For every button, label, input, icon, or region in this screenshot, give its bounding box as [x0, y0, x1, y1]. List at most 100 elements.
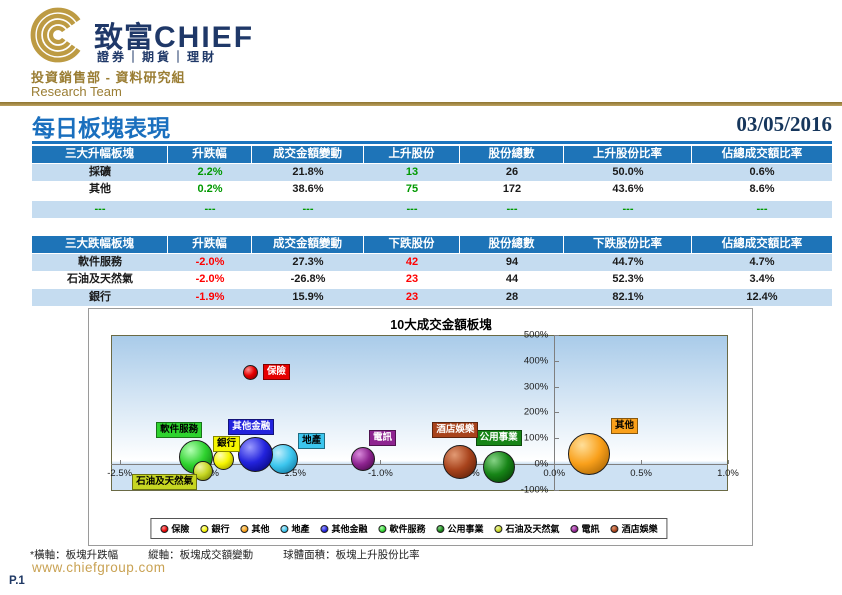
table-cell: 38.6%: [292, 183, 324, 195]
legend-label: 軟件服務: [389, 524, 426, 534]
page-number: P.1: [9, 575, 25, 587]
legend-dot-icon: [320, 524, 329, 533]
table-cell: 82.1%: [612, 291, 644, 303]
table-cell: ---: [506, 203, 518, 215]
table-header-cell: 股份總數: [460, 146, 564, 163]
table-row: 採礦 2.2% 21.8% 13 26 50.0% 0.6%: [32, 164, 832, 181]
legend-label: 地產: [291, 524, 310, 534]
chart-footnote: *橫軸：板塊升跌幅 縱軸：板塊成交額變動 球體面積：板塊上升股份比率: [30, 547, 420, 562]
legend-dot-icon: [240, 524, 249, 533]
table-cell: 27.3%: [292, 256, 324, 268]
legend-dot-icon: [280, 524, 289, 533]
table-header-cell: 上升股份: [364, 146, 460, 163]
table-cell: 172: [502, 183, 522, 195]
legend-item-software-services: 軟件服務: [378, 522, 426, 535]
table-cell: 43.6%: [612, 183, 644, 195]
legend-dot-icon: [378, 524, 387, 533]
table-cell: -2.0%: [195, 256, 225, 268]
table-cell: 26: [505, 166, 519, 178]
blue-divider: [32, 141, 832, 144]
legend-label: 電訊: [581, 524, 600, 534]
table-cell: 44.7%: [612, 256, 644, 268]
footnote-part: 球體面積：板塊上升股份比率: [283, 549, 420, 561]
website-url: www.chiefgroup.com: [32, 560, 166, 575]
table-header-cell: 升跌幅: [168, 236, 252, 253]
table-header-cell: 下跌股份: [364, 236, 460, 253]
chief-logo-icon: [28, 5, 88, 65]
table-cell: 75: [405, 183, 419, 195]
table-cell: 44: [505, 273, 519, 285]
legend-item-hotels-entertainment: 酒店娛樂: [610, 522, 658, 535]
table-cell: 4.7%: [749, 256, 775, 268]
table-cell: ---: [94, 203, 106, 215]
table-cell: 13: [405, 166, 419, 178]
table-cell: 52.3%: [612, 273, 644, 285]
table-cell: 0.6%: [749, 166, 775, 178]
table-cell: 石油及天然氣: [67, 273, 133, 285]
x-axis-tick: [728, 459, 729, 464]
table-header-cell: 三大升幅板塊: [32, 146, 168, 163]
table-header-cell: 上升股份比率: [564, 146, 692, 163]
table-row: 石油及天然氣 -2.0% -26.8% 23 44 52.3% 3.4%: [32, 271, 832, 288]
department-line: 投資銷售部 - 資料研究組: [31, 70, 186, 85]
legend-item-other-financials: 其他金融: [320, 522, 368, 535]
legend-dot-icon: [200, 524, 209, 533]
table-cell: ---: [756, 203, 768, 215]
brand-name: 致富 CHIEF: [94, 14, 254, 56]
legend-label: 石油及天然氣: [505, 524, 560, 534]
table-cell: 23: [405, 273, 419, 285]
legend-label: 銀行: [211, 524, 230, 534]
table-header-cell: 下跌股份比率: [564, 236, 692, 253]
gainers-table: 三大升幅板塊 升跌幅 成交金額變動 上升股份 股份總數 上升股份比率 佔總成交額比率採礦 2.…: [32, 146, 832, 218]
table-cell: ---: [302, 203, 314, 215]
table-cell: 採礦: [89, 166, 111, 178]
table-header-cell: 成交金額變動: [252, 146, 364, 163]
brand-subtitle: 證券｜期貨｜理財: [97, 50, 218, 64]
brand-english: CHIEF: [154, 21, 255, 54]
legend-dot-icon: [494, 524, 503, 533]
table-header-cell: 股份總數: [460, 236, 564, 253]
table-cell: 軟件服務: [78, 256, 122, 268]
table-cell: 21.8%: [292, 166, 324, 178]
table-cell: -2.0%: [195, 273, 225, 285]
table-cell: 50.0%: [612, 166, 644, 178]
legend-item-banks: 銀行: [200, 522, 229, 535]
table-cell: 23: [405, 291, 419, 303]
table-cell: ---: [406, 203, 418, 215]
brand-chinese: 致富: [94, 22, 155, 54]
legend-item-insurance: 保險: [160, 522, 189, 535]
table-cell: 3.4%: [749, 273, 775, 285]
table-cell: 15.9%: [292, 291, 324, 303]
bubble-chart: 10大成交金額板塊 500% 400% 300% 200% 100% 0% -100% -2.…: [88, 308, 753, 546]
table-cell: -1.9%: [195, 291, 225, 303]
table-cell: 0.2%: [197, 183, 223, 195]
legend-label: 其他: [251, 524, 270, 534]
legend-label: 保險: [171, 524, 190, 534]
legend-dot-icon: [610, 524, 619, 533]
footnote-part: 縱軸：板塊成交額變動: [148, 549, 254, 561]
table-header-cell: 三大跌幅板塊: [32, 236, 168, 253]
table-row: --- --- --- --- --- --- ---: [32, 201, 832, 218]
table-cell: 其他: [89, 183, 111, 195]
legend-dot-icon: [570, 524, 579, 533]
legend-label: 酒店娛樂: [621, 524, 658, 534]
research-team-line: Research Team: [31, 84, 122, 99]
table-cell: -26.8%: [290, 273, 326, 285]
table-header-row: 三大升幅板塊 升跌幅 成交金額變動 上升股份 股份總數 上升股份比率 佔總成交額比率: [32, 146, 832, 163]
table-header-cell: 佔總成交額比率: [721, 238, 803, 250]
legend-item-telecom: 電訊: [570, 522, 600, 535]
table-cell: 28: [505, 291, 519, 303]
legend-item-properties: 地產: [280, 522, 309, 535]
table-row: 其他 0.2% 38.6% 75 172 43.6% 8.6%: [32, 181, 832, 198]
legend-dot-icon: [160, 524, 169, 533]
decliners-table: 三大跌幅板塊 升跌幅 成交金額變動 下跌股份 股份總數 下跌股份比率 佔總成交額比率 軟件服務…: [32, 236, 832, 306]
legend-item-others: 其他: [240, 522, 269, 535]
report-date: 03/05/2016: [736, 112, 832, 136]
footnote-part: *橫軸：板塊升跌幅: [30, 549, 119, 561]
table-header-cell: 升跌幅: [168, 146, 252, 163]
chart-title: 10大成交金額板塊: [390, 318, 492, 332]
table-cell: 2.2%: [197, 166, 223, 178]
table-cell: ---: [204, 203, 216, 215]
table-row: 銀行 -1.9% 15.9% 23 28 82.1% 12.4%: [32, 289, 832, 306]
